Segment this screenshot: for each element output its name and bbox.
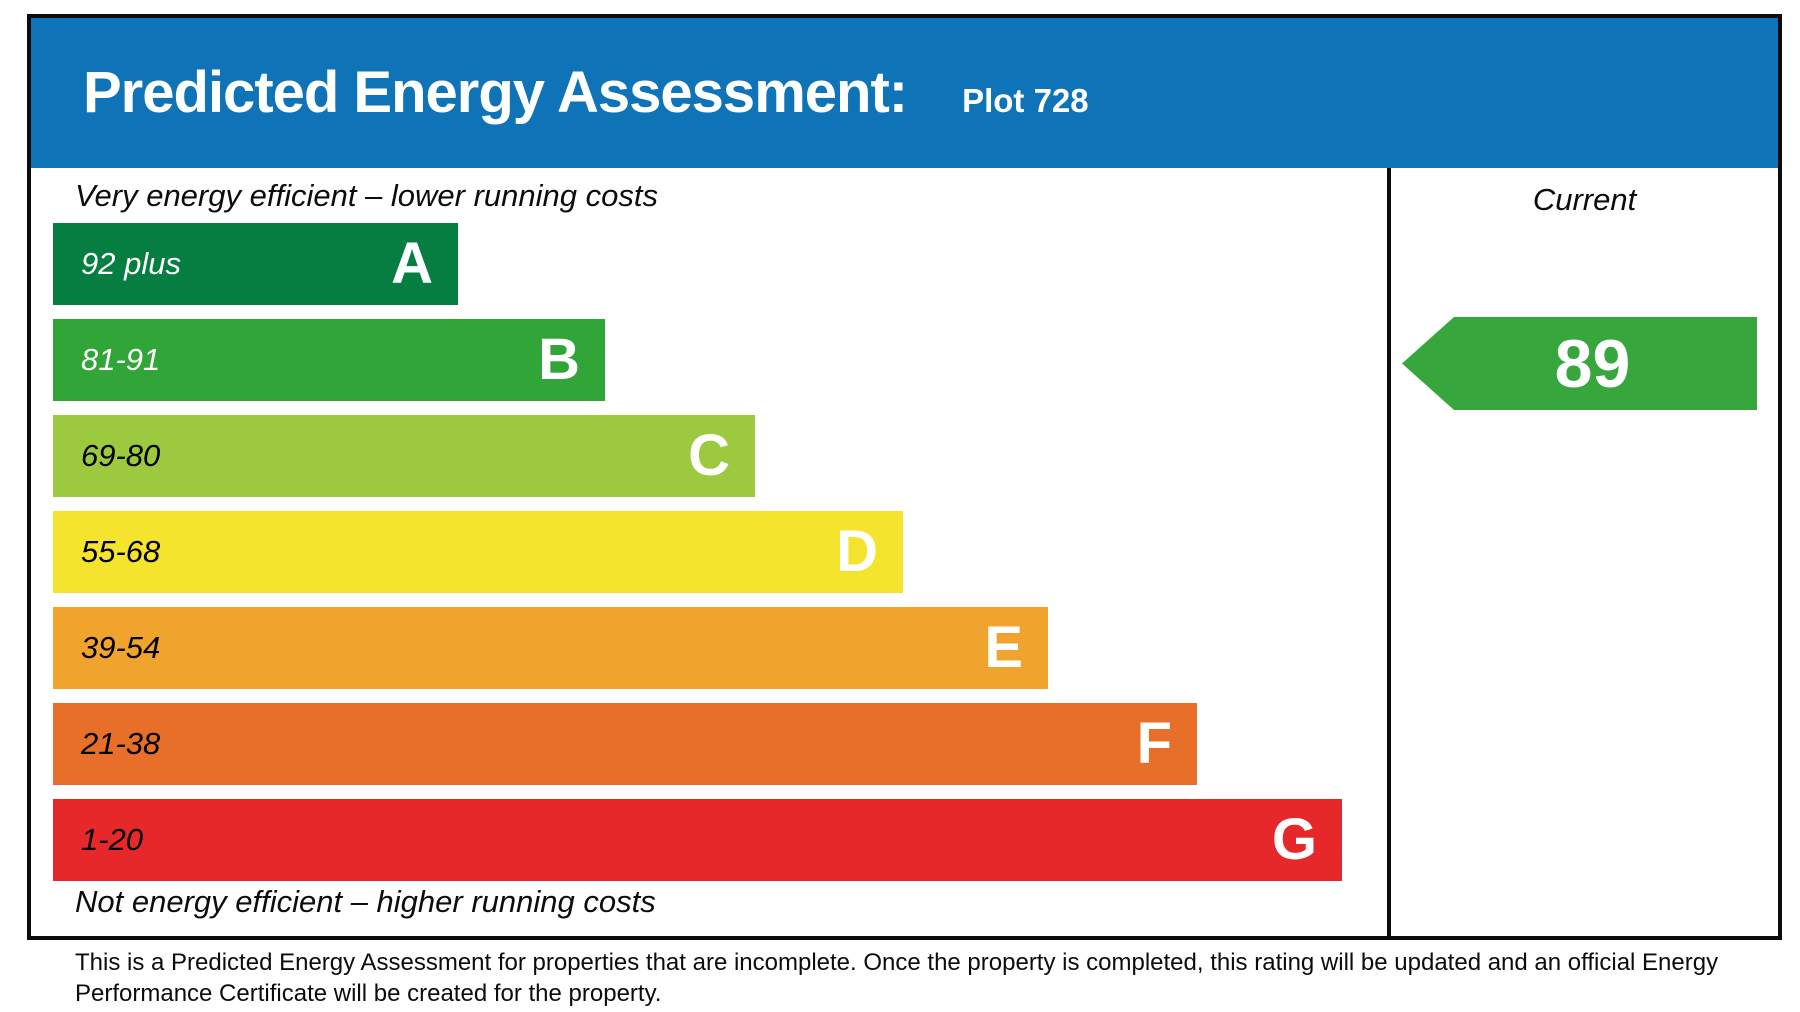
footer-note: This is a Predicted Energy Assessment fo… [75, 949, 1719, 1007]
epc-band-b: 81-91 B [53, 319, 605, 401]
epc-band-e: 39-54 E [53, 607, 1048, 689]
band-letter: E [984, 615, 1023, 680]
epc-bands: 92 plus A 81-91 B 69-80 C 55-68 D 39-54 E 21-38 F 1-… [53, 223, 1342, 881]
band-letter: B [538, 327, 580, 392]
certificate-header: Predicted Energy Assessment: Plot 728 [31, 18, 1778, 168]
epc-band-d: 55-68 D [53, 511, 903, 593]
epc-band-f: 21-38 F [53, 703, 1197, 785]
column-divider [1387, 168, 1391, 936]
page-title: Predicted Energy Assessment: [83, 60, 908, 125]
band-range-label: 69-80 [81, 438, 161, 473]
band-letter: F [1136, 711, 1172, 776]
epc-certificate: Predicted Energy Assessment: Plot 728 Ve… [27, 14, 1782, 940]
band-letter: G [1271, 807, 1317, 872]
band-range-label: 1-20 [81, 822, 144, 857]
band-range-label: 55-68 [81, 534, 161, 569]
current-rating-value: 89 [1554, 325, 1631, 402]
epc-band-g: 1-20 G [53, 799, 1342, 881]
band-range-label: 21-38 [81, 726, 161, 761]
bands-area: Very energy efficient – lower running co… [31, 168, 1387, 936]
band-letter: C [688, 423, 730, 488]
band-range-label: 92 plus [81, 246, 181, 281]
current-column: Current 89 [1391, 168, 1778, 936]
plot-label: Plot 728 [962, 82, 1089, 119]
band-range-label: 81-91 [81, 342, 161, 377]
rating-chart: Very energy efficient – lower running co… [31, 168, 1778, 936]
epc-band-a: 92 plus A [53, 223, 458, 305]
band-letter: D [836, 519, 878, 584]
current-column-header: Current [1532, 182, 1637, 217]
epc-band-c: 69-80 C [53, 415, 755, 497]
bottom-caption: Not energy efficient – higher running co… [75, 884, 656, 919]
band-letter: A [391, 231, 433, 296]
top-caption: Very energy efficient – lower running co… [75, 178, 658, 213]
current-rating-arrow: 89 [1402, 317, 1757, 410]
band-range-label: 39-54 [81, 630, 161, 665]
